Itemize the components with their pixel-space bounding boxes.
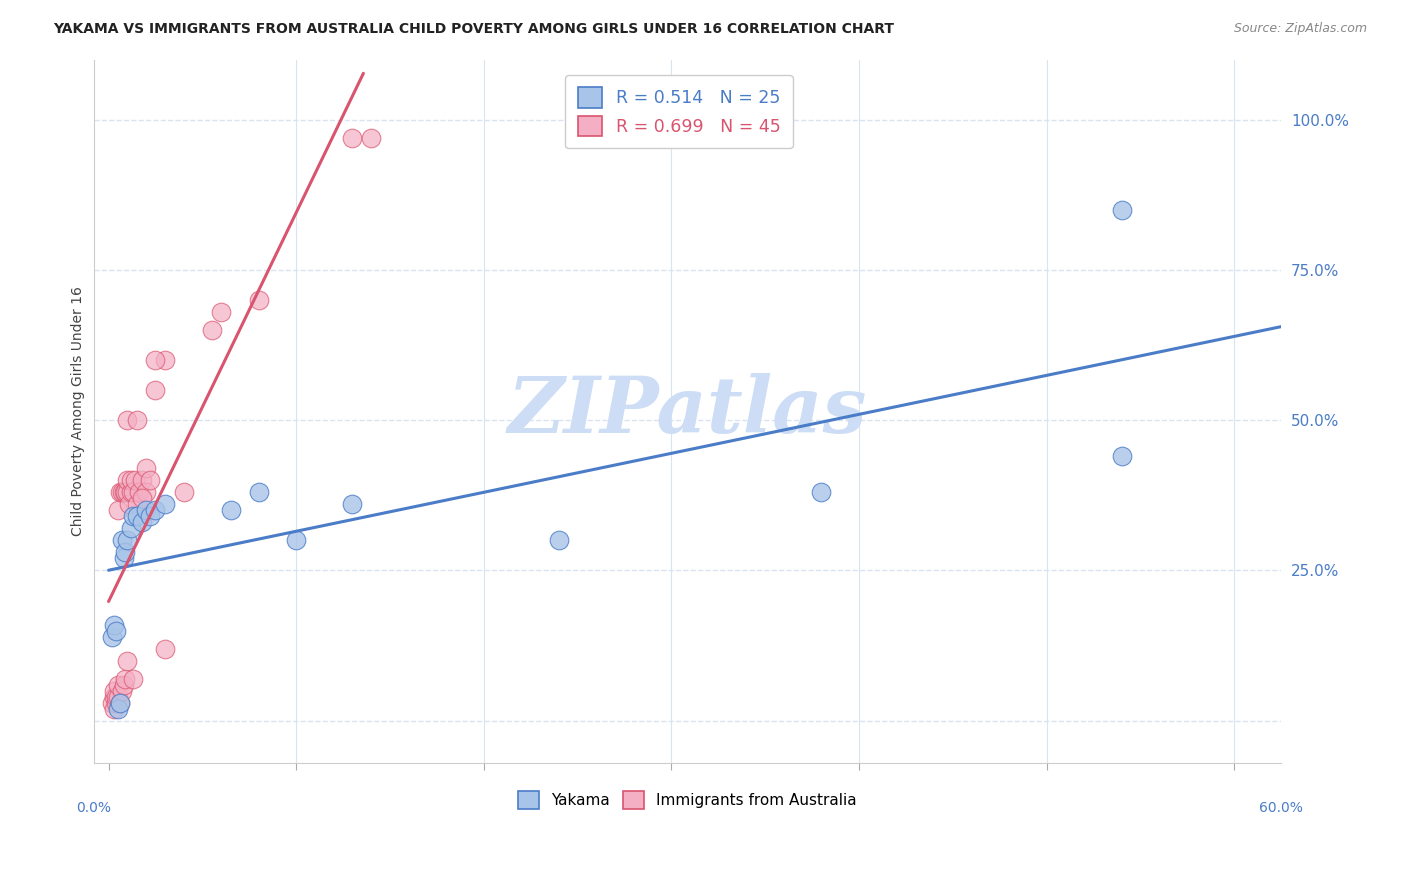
Point (118, 497, 141, 511)
Point (139, 509, 162, 524)
Point (128, 485, 150, 500)
Point (105, 690, 128, 704)
Point (117, 485, 139, 500)
Point (145, 353, 167, 368)
Point (101, 696, 124, 710)
Point (135, 461, 157, 475)
Point (247, 485, 270, 500)
Point (108, 485, 131, 500)
Point (107, 503, 129, 517)
Point (342, 130, 364, 145)
Point (120, 485, 142, 500)
Point (122, 509, 145, 524)
Point (105, 696, 128, 710)
Point (117, 413, 139, 427)
Point (219, 503, 242, 517)
Point (135, 503, 157, 517)
Point (145, 503, 167, 517)
Point (103, 617, 125, 632)
Point (1111, 202, 1133, 217)
Point (103, 690, 125, 704)
Point (107, 701, 129, 715)
Point (112, 485, 135, 500)
Point (120, 473, 142, 487)
Point (117, 533, 139, 548)
Point (153, 353, 176, 368)
Point (135, 485, 157, 500)
Text: 60.0%: 60.0% (1260, 801, 1303, 815)
Point (108, 696, 131, 710)
Point (114, 485, 136, 500)
Point (201, 323, 224, 337)
Point (117, 654, 139, 668)
Point (107, 678, 129, 692)
Point (173, 485, 195, 500)
Text: YAKAMA VS IMMIGRANTS FROM AUSTRALIA CHILD POVERTY AMONG GIRLS UNDER 16 CORRELATI: YAKAMA VS IMMIGRANTS FROM AUSTRALIA CHIL… (53, 22, 894, 37)
Text: 0.0%: 0.0% (76, 801, 111, 815)
Text: Source: ZipAtlas.com: Source: ZipAtlas.com (1233, 22, 1367, 36)
Point (122, 485, 145, 500)
Point (547, 533, 569, 548)
Point (101, 630, 124, 644)
Point (103, 683, 125, 698)
Point (112, 678, 135, 692)
Point (103, 701, 125, 715)
Point (342, 497, 364, 511)
Point (125, 509, 148, 524)
Point (153, 497, 176, 511)
Point (131, 516, 153, 530)
Point (131, 473, 153, 487)
Point (124, 473, 146, 487)
Point (108, 696, 131, 710)
Point (111, 683, 134, 698)
Point (131, 491, 153, 506)
Point (105, 624, 128, 638)
Point (125, 413, 148, 427)
Point (209, 305, 232, 319)
Point (114, 545, 136, 559)
Point (139, 473, 162, 487)
Point (120, 521, 142, 535)
Point (360, 130, 382, 145)
Point (114, 672, 136, 686)
Point (117, 473, 139, 487)
Point (247, 293, 270, 307)
Legend: Yakama, Immigrants from Australia: Yakama, Immigrants from Australia (512, 785, 863, 815)
Point (810, 485, 832, 500)
Y-axis label: Child Poverty Among Girls Under 16: Child Poverty Among Girls Under 16 (72, 286, 86, 536)
Point (145, 383, 167, 397)
Point (112, 551, 135, 566)
Text: ZIPatlas: ZIPatlas (508, 373, 868, 450)
Point (107, 690, 129, 704)
Point (285, 533, 308, 548)
Point (1111, 450, 1133, 464)
Point (153, 641, 176, 656)
Point (111, 533, 134, 548)
Point (111, 485, 134, 500)
Point (125, 497, 148, 511)
Point (122, 672, 145, 686)
